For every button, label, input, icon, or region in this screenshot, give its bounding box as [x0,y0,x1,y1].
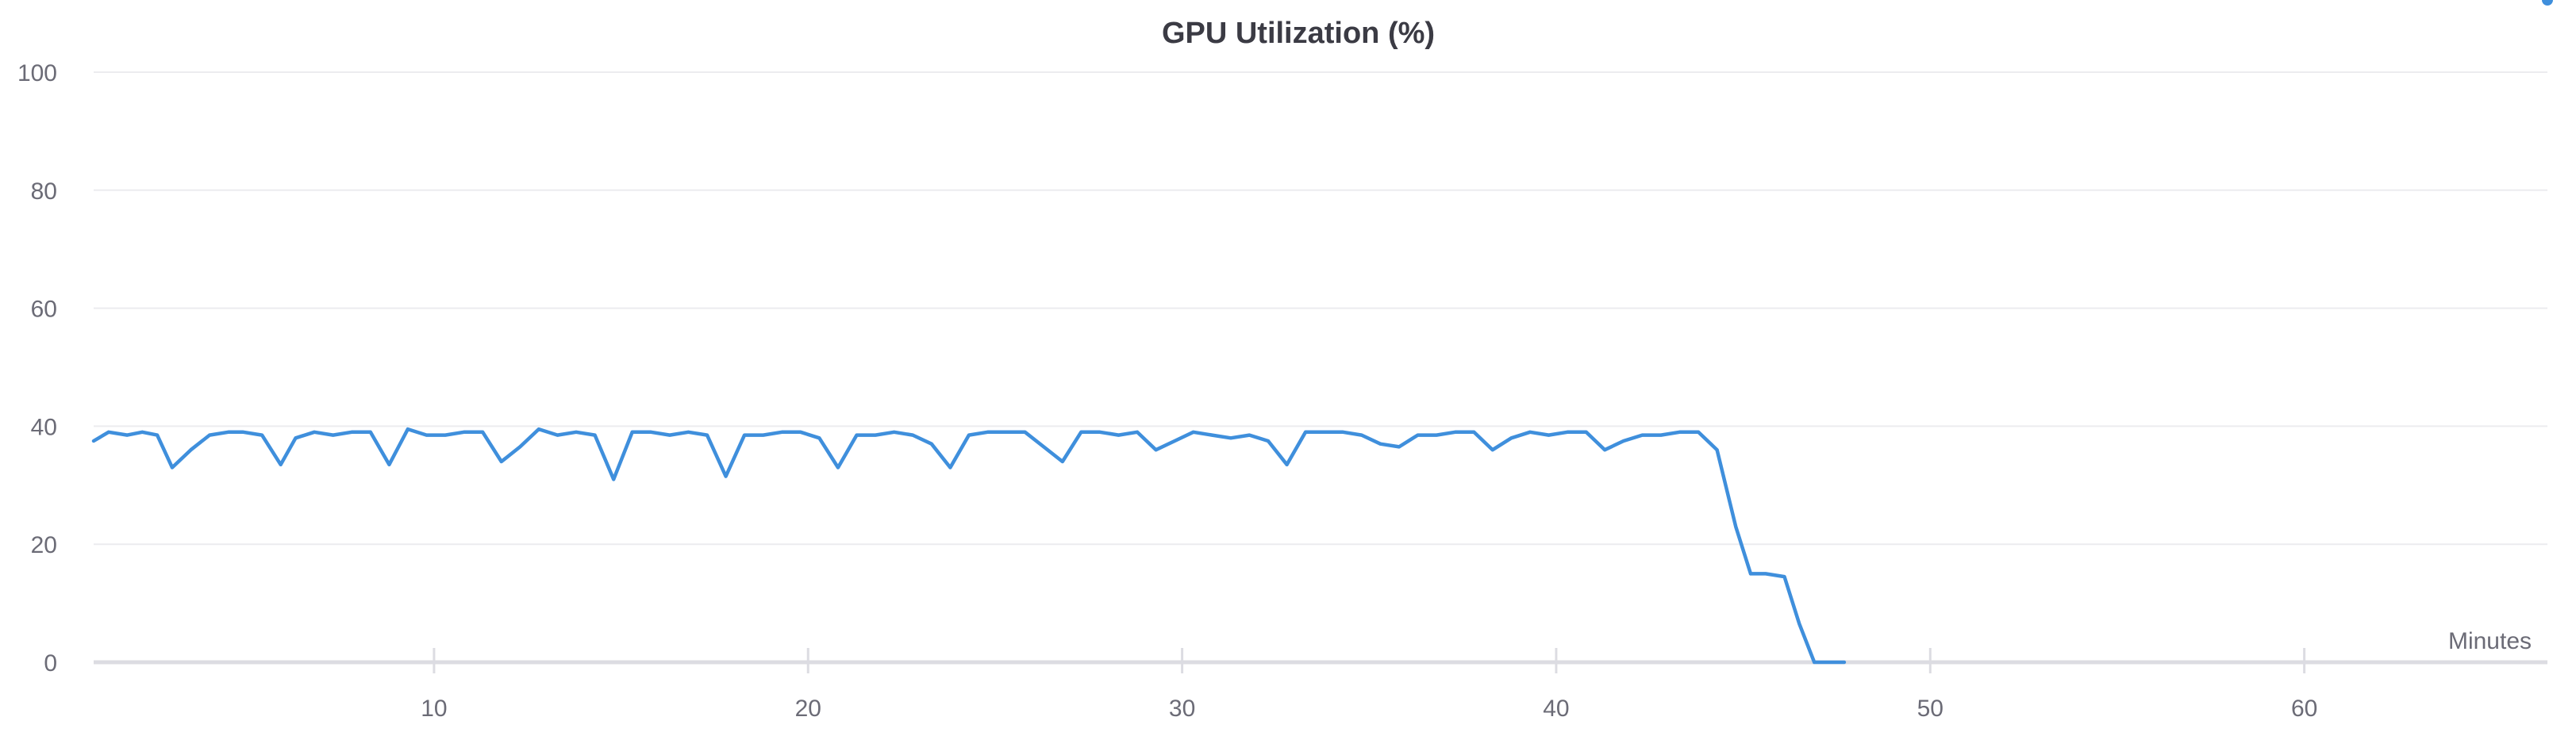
x-axis-label: Minutes [2448,628,2532,654]
x-tick-label: 20 [795,696,821,722]
y-tick-label: 60 [31,297,57,323]
x-tick-label: 60 [2291,696,2317,722]
y-axis: 0 20 40 60 80 100 [17,60,57,677]
x-tick-label: 40 [1543,696,1569,722]
y-tick-label: 80 [31,178,57,205]
y-tick-label: 40 [31,414,57,440]
y-tick-label: 20 [31,532,57,558]
series-line [91,427,1847,665]
y-tick-label: 0 [44,650,57,677]
grid-lines [94,71,2547,546]
y-tick-label: 100 [17,60,57,86]
x-tick-label: 50 [1917,696,1944,722]
series-end-point [2542,0,2553,6]
x-axis: 10 20 30 40 50 60 [94,648,2547,722]
series-layer [91,0,2553,665]
x-tick-label: 10 [421,696,447,722]
x-tick-label: 30 [1169,696,1195,722]
chart-title: GPU Utilization (%) [1162,17,1435,50]
